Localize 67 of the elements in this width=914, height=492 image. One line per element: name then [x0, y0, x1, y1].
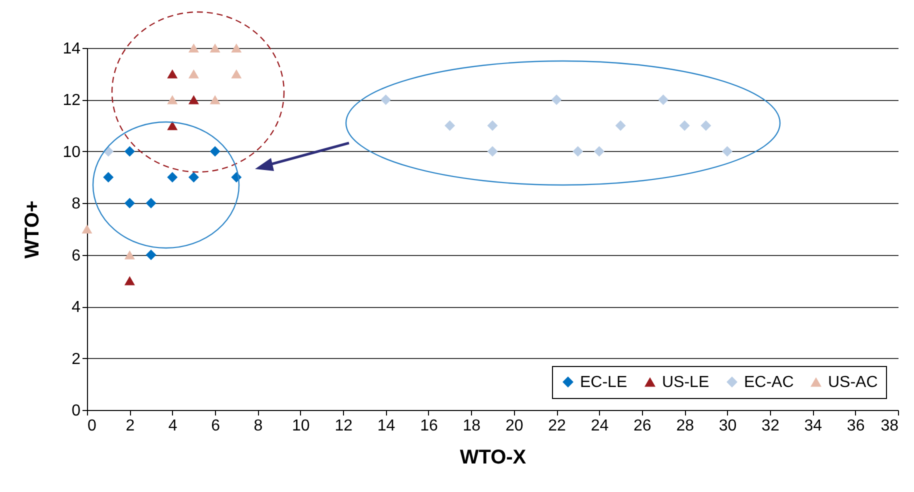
x-axis-title: WTO-X: [460, 446, 527, 468]
point: [722, 146, 733, 157]
point: [679, 120, 690, 131]
x-tick-label: 28: [676, 418, 694, 434]
legend-label: US-AC: [828, 374, 878, 391]
x-tick-label: 0: [88, 418, 96, 434]
y-tick-label: 14: [62, 40, 81, 58]
point: [658, 94, 668, 105]
point: [167, 95, 178, 104]
x-tick-label: 12: [334, 418, 353, 434]
point: [124, 146, 135, 157]
x-tick-label: 38: [880, 418, 899, 434]
y-tick-label: 10: [62, 144, 81, 161]
x-tick-label: 6: [211, 418, 220, 434]
point: [146, 250, 156, 260]
point: [188, 69, 199, 78]
x-tick-label: 20: [505, 418, 524, 434]
x-tick-label: 32: [762, 418, 780, 434]
point: [146, 198, 156, 208]
point: [188, 95, 199, 104]
point: [594, 146, 604, 157]
x-tick-label: 10: [292, 418, 310, 434]
point: [380, 94, 392, 105]
y-tick-label: 6: [72, 247, 81, 264]
x-tick-label: 36: [846, 418, 865, 434]
x-tick-label: 30: [718, 418, 737, 434]
legend-label: US-LE: [662, 374, 710, 391]
point: [231, 43, 242, 53]
legend-label: EC-LE: [580, 374, 628, 391]
point: [487, 120, 498, 131]
point: [487, 146, 498, 157]
point: [210, 146, 220, 157]
point: [551, 94, 562, 105]
point: [167, 172, 178, 183]
x-tick-label: 4: [168, 418, 178, 434]
point: [700, 120, 712, 131]
x-tick-label: 8: [254, 418, 263, 434]
point: [167, 121, 178, 130]
point: [210, 95, 220, 104]
point: [572, 146, 584, 157]
y-tick-label: 0: [72, 402, 81, 420]
y-tick-label: 2: [72, 350, 81, 368]
point: [615, 120, 626, 131]
point: [103, 172, 114, 183]
x-tick-label: 22: [548, 418, 566, 434]
point: [444, 120, 456, 131]
point: [188, 43, 199, 53]
point: [167, 69, 178, 78]
y-tick-label: 4: [72, 299, 81, 316]
x-tick-label: 26: [633, 418, 652, 434]
y-axis-title: WTO+: [22, 200, 44, 258]
point: [124, 276, 135, 286]
point: [124, 250, 135, 260]
point: [231, 69, 242, 78]
y-tick-label: 8: [72, 196, 81, 213]
point: [82, 224, 92, 234]
x-tick-label: 16: [420, 418, 438, 434]
legend-label: EC-AC: [744, 374, 794, 391]
x-tick-label: 24: [590, 418, 609, 434]
x-tick-label: 2: [126, 418, 135, 434]
x-tick-label: 34: [804, 418, 822, 434]
x-tick-label: 14: [377, 418, 396, 434]
point: [188, 172, 199, 183]
y-tick-label: 12: [62, 92, 81, 110]
point: [124, 198, 135, 208]
x-tick-label: 18: [462, 418, 481, 434]
point: [210, 43, 220, 53]
